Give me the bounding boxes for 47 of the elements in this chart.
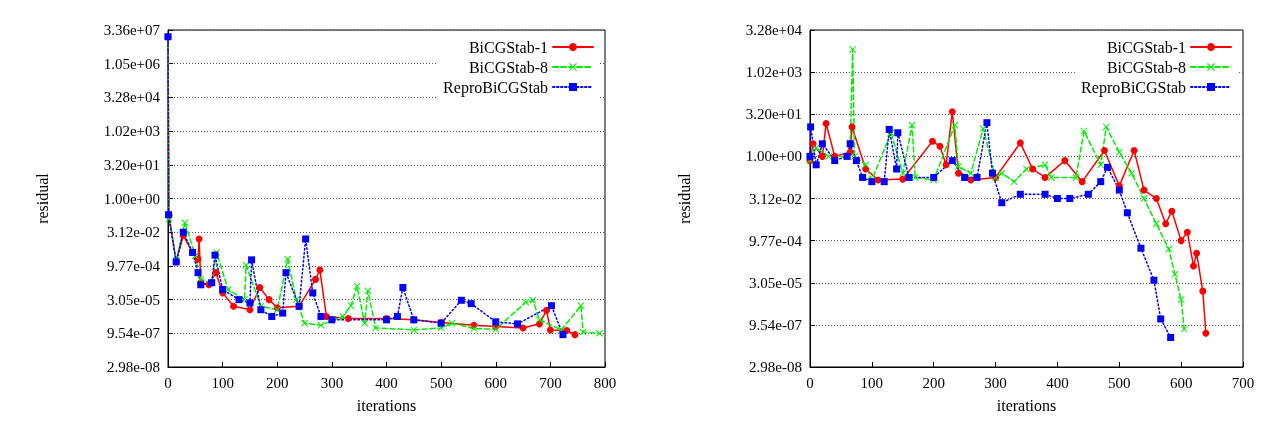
- y-tick-label: 3.12e-02: [749, 190, 802, 207]
- x-tick-label: 700: [539, 374, 562, 391]
- x-tick-label: 200: [922, 374, 945, 391]
- y-tick-label: 1.00e+00: [103, 190, 160, 207]
- y-tick-label: 3.28e+04: [745, 22, 803, 38]
- y-tick-label: 9.77e-04: [107, 257, 161, 274]
- y-tick-label: 1.05e+06: [103, 55, 161, 72]
- x-tick-label: 500: [429, 374, 453, 391]
- y-tick-label: 1.02e+03: [745, 64, 802, 81]
- legend-label: BiCGStab-8: [468, 58, 548, 76]
- x-axis-title: iterations: [356, 396, 417, 414]
- y-tick-label: 9.54e-07: [749, 316, 803, 333]
- x-tick-label: 100: [211, 374, 234, 391]
- y-tick-label: 3.20e+01: [745, 106, 802, 123]
- x-tick-label: 600: [484, 374, 507, 391]
- y-tick-label: 2.98e-08: [107, 359, 160, 375]
- legend-label: BiCGStab-1: [1106, 38, 1186, 56]
- y-tick-label: 3.36e+07: [103, 22, 161, 38]
- y-tick-label: 2.98e-08: [749, 359, 802, 375]
- x-tick-label: 400: [375, 374, 398, 391]
- y-axis-title: residual: [675, 172, 693, 224]
- y-tick-label: 3.12e-02: [107, 224, 160, 241]
- y-tick-label: 3.20e+01: [103, 156, 160, 173]
- x-tick-label: 0: [806, 374, 814, 391]
- y-tick-label: 3.28e+04: [103, 89, 161, 106]
- x-tick-label: 300: [320, 374, 344, 391]
- x-tick-label: 700: [1231, 374, 1255, 391]
- y-axis-title: residual: [33, 172, 51, 224]
- legend-label: BiCGStab-8: [1106, 58, 1186, 76]
- legend-label: ReproBiCGStab: [1081, 78, 1186, 97]
- legend-label: BiCGStab-1: [468, 38, 548, 56]
- y-tick-label: 1.02e+03: [103, 123, 160, 140]
- y-tick-label: 1.00e+00: [745, 148, 802, 165]
- x-tick-label: 300: [984, 374, 1007, 391]
- x-axis-title: iterations: [996, 396, 1057, 414]
- y-tick-label: 9.77e-04: [749, 232, 803, 249]
- x-tick-label: 200: [266, 374, 289, 391]
- x-tick-label: 400: [1046, 374, 1069, 391]
- y-tick-label: 3.05e-05: [107, 291, 160, 308]
- x-tick-label: 0: [164, 374, 172, 391]
- x-tick-label: 100: [860, 374, 884, 391]
- x-tick-label: 800: [593, 374, 617, 391]
- legend-label: ReproBiCGStab: [443, 78, 548, 97]
- y-tick-label: 9.54e-07: [107, 325, 161, 342]
- y-tick-label: 3.05e-05: [749, 274, 802, 291]
- x-tick-label: 600: [1169, 374, 1193, 391]
- x-tick-label: 500: [1108, 374, 1131, 391]
